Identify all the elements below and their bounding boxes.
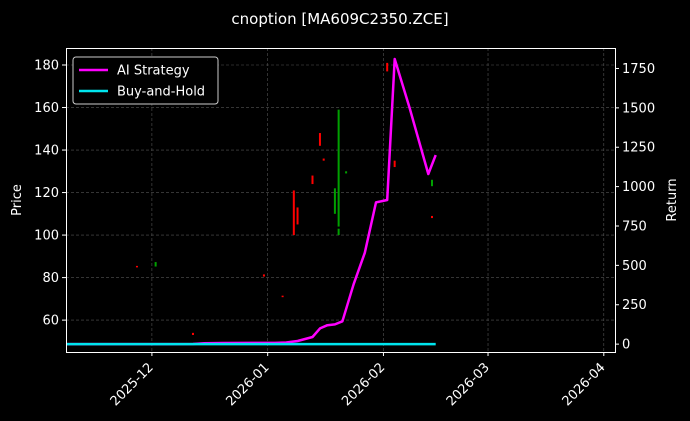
candle-2025-12-31-3: [262, 274, 265, 277]
y-right-tick-label-500: 500: [622, 259, 647, 274]
plot-frame: [66, 48, 616, 353]
y-right-tick-label-1500: 1500: [622, 101, 655, 116]
y-left-tick-label-180: 180: [34, 59, 59, 74]
y-left-tick-label-60: 60: [42, 314, 59, 329]
y-right-tick-label-0: 0: [622, 338, 630, 353]
chart-title: cnoption [MA609C2350.ZCE]: [231, 10, 448, 28]
y-left-tick-label-140: 140: [34, 144, 59, 159]
candle-2025-12-12-2: [191, 332, 194, 335]
y-axis-left-label: Price: [10, 184, 25, 216]
y-left-tick-label-80: 80: [42, 271, 59, 286]
y-axis-right-label: Return: [665, 178, 680, 221]
y-right-tick-label-1250: 1250: [622, 141, 655, 156]
y-left-tick-label-100: 100: [34, 229, 59, 244]
legend-box: [72, 56, 219, 105]
candle-2026-01-20-11: [337, 109, 340, 227]
candle-2026-02-14-16: [431, 179, 433, 187]
y-left-tick-label-120: 120: [34, 186, 59, 201]
candle-2025-11-27-0: [135, 265, 138, 268]
y-right-tick-label-250: 250: [622, 298, 647, 313]
grid: [66, 48, 615, 352]
legend: AI Strategy Buy-and-Hold: [72, 56, 219, 105]
candle-2026-01-13-7: [311, 175, 314, 185]
y-right-tick-label-1000: 1000: [622, 180, 655, 195]
legend-label-ai-strategy: AI Strategy: [117, 64, 190, 79]
legend-label-buy-and-hold: Buy-and-Hold: [117, 85, 205, 100]
candle-2026-01-22-13: [345, 171, 348, 174]
candle-2026-01-05-4: [281, 295, 284, 298]
y-right-tick-label-750: 750: [622, 219, 647, 234]
candle-2026-01-20-12: [337, 228, 340, 236]
candle-2026-01-16-9: [322, 158, 325, 161]
candle-2026-01-15-8: [318, 133, 321, 146]
candle-2026-01-19-10: [333, 188, 336, 214]
candle-2026-02-14-17: [431, 215, 433, 219]
candle-2026-01-08-5: [292, 190, 295, 236]
candle-2026-02-04-15: [393, 160, 396, 168]
series-lines: [66, 57, 437, 346]
candle-2026-01-09-6: [296, 207, 299, 225]
candle-2025-12-02-1: [154, 262, 157, 267]
y-right-tick-label-1750: 1750: [622, 62, 655, 77]
candle-2026-02-02-14: [386, 62, 389, 72]
y-left-tick-label-160: 160: [34, 101, 59, 116]
candles: [135, 62, 433, 335]
